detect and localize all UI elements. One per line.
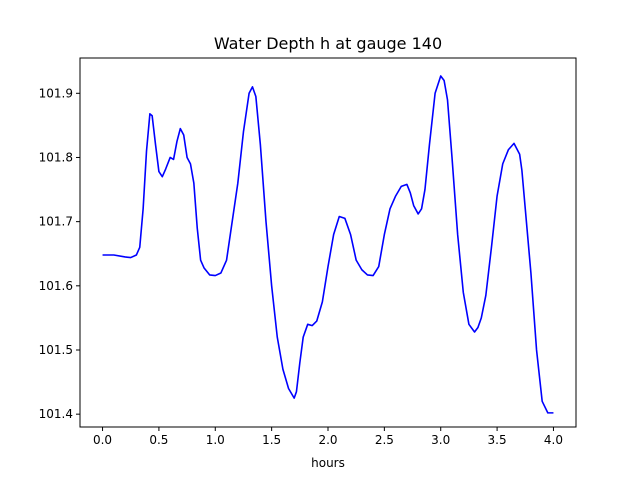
- y-axis: 101.4 101.5 101.6 101.7 101.8 101.9: [39, 86, 80, 421]
- y-tick-label: 101.6: [39, 279, 73, 293]
- x-tick-label: 0.0: [93, 433, 112, 447]
- y-tick-label: 101.4: [39, 407, 73, 421]
- series-line-0: [102, 75, 554, 414]
- x-tick-label: 1.0: [206, 433, 225, 447]
- x-tick-label: 3.0: [431, 433, 450, 447]
- y-tick-label: 101.9: [39, 86, 73, 100]
- x-tick-label: 3.5: [488, 433, 507, 447]
- x-tick-label: 1.5: [262, 433, 281, 447]
- x-axis: 0.0 0.5 1.0 1.5 2.0 2.5 3.0 3.5 4.0: [93, 427, 563, 447]
- chart-title: Water Depth h at gauge 140: [214, 34, 442, 53]
- x-tick-label: 2.0: [318, 433, 337, 447]
- x-axis-label: hours: [311, 456, 345, 470]
- x-tick-label: 2.5: [375, 433, 394, 447]
- x-tick-label: 0.5: [149, 433, 168, 447]
- y-tick-label: 101.5: [39, 343, 73, 357]
- y-tick-label: 101.7: [39, 215, 73, 229]
- y-tick-label: 101.8: [39, 150, 73, 164]
- x-tick-label: 4.0: [544, 433, 563, 447]
